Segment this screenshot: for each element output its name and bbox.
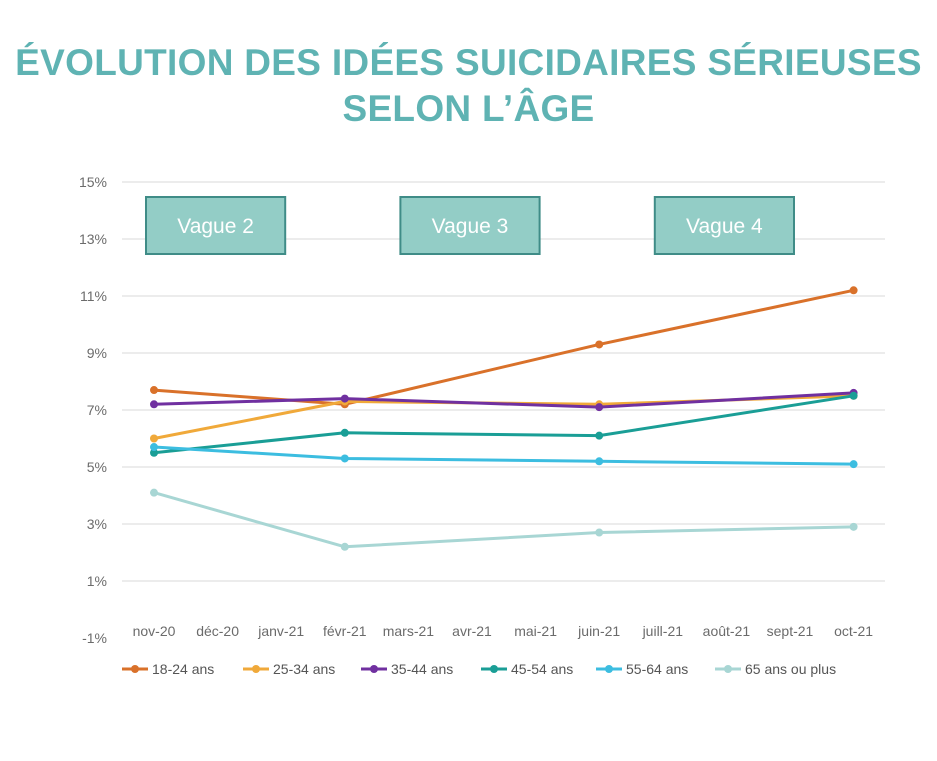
data-point xyxy=(150,448,158,457)
chart-title-line-1: ÉVOLUTION DES IDÉES SUICIDAIRES SÉRIEUSE… xyxy=(15,42,922,83)
data-point xyxy=(340,454,349,463)
data-series xyxy=(150,286,858,551)
legend-marker xyxy=(370,665,378,673)
data-point xyxy=(595,340,604,349)
legend-item: 45-54 ans xyxy=(481,661,573,677)
wave-box-rect xyxy=(399,196,541,255)
series-line xyxy=(152,491,856,549)
data-point xyxy=(595,403,604,412)
x-tick-label: févr-21 xyxy=(323,623,367,639)
legend-item: 55-64 ans xyxy=(596,661,688,677)
x-tick-label: avr-21 xyxy=(452,623,492,639)
legend-item: 35-44 ans xyxy=(361,661,453,677)
legend-marker xyxy=(490,665,498,673)
series-line xyxy=(152,394,856,455)
x-tick-label: août-21 xyxy=(703,623,751,639)
y-tick-label: 5% xyxy=(87,459,107,475)
wave-box-rect xyxy=(145,196,287,255)
series-line xyxy=(152,288,856,406)
legend-item: 25-34 ans xyxy=(243,661,335,677)
legend-label: 18-24 ans xyxy=(152,661,214,677)
data-point xyxy=(849,286,858,295)
series-45-54-ans xyxy=(150,391,858,457)
y-tick-label: 9% xyxy=(87,345,107,361)
wave-label: Vague 3 xyxy=(432,215,509,238)
wave-label: Vague 2 xyxy=(177,215,254,238)
y-tick-label: 13% xyxy=(79,231,107,247)
wave-box-2: Vague 3 xyxy=(399,196,541,255)
y-tick-label: 1% xyxy=(87,573,107,589)
data-point xyxy=(150,488,158,497)
y-tick-label: 3% xyxy=(87,516,107,532)
series-65-ans-ou-plus xyxy=(150,488,858,551)
data-point xyxy=(340,542,349,551)
data-point xyxy=(150,386,158,395)
x-tick-label: mai-21 xyxy=(514,623,557,639)
grid-lines xyxy=(122,181,885,582)
x-tick-label: mars-21 xyxy=(383,623,435,639)
wave-box-rect xyxy=(653,196,795,255)
wave-labels: Vague 2 Vague 3 Vague 4 xyxy=(145,196,795,255)
data-point xyxy=(340,428,349,437)
wave-box-3: Vague 4 xyxy=(653,196,795,255)
legend-marker xyxy=(724,665,732,673)
series-35-44-ans xyxy=(150,388,858,412)
data-point xyxy=(340,394,349,403)
legend-marker xyxy=(252,665,260,673)
data-point xyxy=(849,522,858,531)
x-tick-label: oct-21 xyxy=(834,623,873,639)
legend-label: 45-54 ans xyxy=(511,661,573,677)
x-tick-label: janv-21 xyxy=(257,623,304,639)
data-point xyxy=(150,443,158,452)
x-tick-label: déc-20 xyxy=(196,623,239,639)
series-line xyxy=(152,445,856,466)
y-tick-label: 7% xyxy=(87,402,107,418)
series-18-24-ans xyxy=(150,286,858,409)
data-point xyxy=(150,434,158,443)
series-55-64-ans xyxy=(150,443,858,469)
wave-label: Vague 4 xyxy=(686,215,763,238)
wave-box-1: Vague 2 xyxy=(145,196,287,255)
data-point xyxy=(849,460,858,469)
legend-label: 55-64 ans xyxy=(626,661,688,677)
legend-item: 18-24 ans xyxy=(122,661,214,677)
data-point xyxy=(595,528,604,537)
x-tick-label: nov-20 xyxy=(133,623,176,639)
y-tick-label: 11% xyxy=(80,288,107,304)
legend-marker xyxy=(131,665,139,673)
data-point xyxy=(150,400,158,409)
x-tick-label: juin-21 xyxy=(577,623,620,639)
legend-item: 65 ans ou plus xyxy=(715,661,836,677)
series-line xyxy=(152,391,856,409)
legend-label: 65 ans ou plus xyxy=(745,661,836,677)
x-tick-label: sept-21 xyxy=(767,623,814,639)
chart-title-line-2: SELON L’ÂGE xyxy=(342,88,595,129)
x-tick-label: juill-21 xyxy=(642,623,684,639)
legend-marker xyxy=(605,665,613,673)
data-point xyxy=(849,391,858,400)
y-tick-label: 15% xyxy=(79,174,107,190)
chart-title: ÉVOLUTION DES IDÉES SUICIDAIRES SÉRIEUSE… xyxy=(0,40,937,132)
data-point xyxy=(595,457,604,466)
legend-label: 25-34 ans xyxy=(273,661,335,677)
y-axis: 15% 13% 11% 9% 7% 5% 3% 1% -1% xyxy=(79,174,107,646)
x-axis: nov-20 déc-20 janv-21 févr-21 mars-21 avr-21 m… xyxy=(133,623,874,639)
legend: 18-24 ans 25-34 ans 35-44 ans 45-54 ans 55-6… xyxy=(122,661,836,677)
y-tick-label: -1% xyxy=(82,630,107,646)
legend-label: 35-44 ans xyxy=(391,661,453,677)
data-point xyxy=(595,431,604,440)
